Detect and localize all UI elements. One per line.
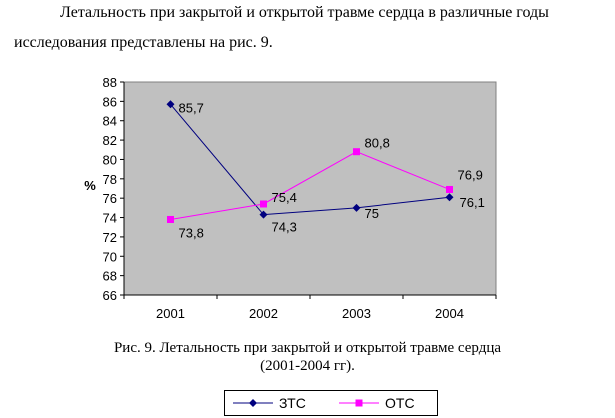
data-label: 75 <box>365 206 379 221</box>
x-tick-label: 2002 <box>249 306 278 321</box>
caption-line-1: Рис. 9. Летальность при закрытой и откры… <box>113 340 502 356</box>
data-point <box>260 200 267 208</box>
y-axis-label: % <box>84 178 96 193</box>
data-label: 74,3 <box>272 220 297 235</box>
x-tick-label: 2004 <box>435 306 464 321</box>
data-label: 80,8 <box>365 136 390 151</box>
legend-marker <box>355 399 363 407</box>
y-tick-label: 88 <box>103 75 117 90</box>
paragraph-line-1: Летальность при закрытой и открытой трав… <box>60 4 549 21</box>
data-label: 73,8 <box>179 225 204 240</box>
data-point <box>167 215 174 223</box>
data-point <box>446 185 453 193</box>
data-point <box>445 193 454 202</box>
x-tick-label: 2001 <box>156 306 185 321</box>
y-tick-label: 82 <box>103 133 117 148</box>
plot-area <box>123 81 497 296</box>
legend-label: ОТС <box>385 395 415 411</box>
series-line <box>170 103 450 216</box>
y-axis-ticks: 66 68 70 72 74 76 78 80 82 84 86 88 <box>103 75 124 303</box>
data-label: 85,7 <box>179 100 204 115</box>
data-point <box>259 210 268 219</box>
legend-item-2: ОТС <box>339 395 415 411</box>
series-group: 85,7 74,3 75 76,1 73,8 75,4 80,8 76,9 <box>166 100 485 240</box>
y-tick-label: 78 <box>103 172 117 187</box>
legend-graphics: ЗТС ОТС <box>233 395 415 411</box>
data-point <box>352 203 361 212</box>
chart-legend: ЗТС ОТС <box>224 390 438 416</box>
y-tick-label: 72 <box>103 230 117 245</box>
legend-marker <box>249 399 257 407</box>
y-tick-label: 68 <box>103 269 117 284</box>
data-point <box>166 100 175 109</box>
legend-item-1: ЗТС <box>233 395 306 411</box>
data-label: 76,1 <box>460 195 485 210</box>
data-label: 75,4 <box>272 190 297 205</box>
paragraph-line-2: исследования представлены на рис. 9. <box>14 34 273 51</box>
x-axis-ticks: 2001 2002 2003 2004 <box>123 295 497 321</box>
y-tick-label: 86 <box>103 94 117 109</box>
series-line <box>170 151 450 220</box>
y-tick-label: 76 <box>103 191 117 206</box>
caption-line-2: (2001-2004 гг). <box>260 358 355 374</box>
y-tick-label: 80 <box>103 152 117 167</box>
series-1: 85,7 74,3 75 76,1 <box>166 100 485 235</box>
series-2: 73,8 75,4 80,8 76,9 <box>167 136 483 240</box>
y-tick-label: 66 <box>103 288 117 303</box>
x-tick-label: 2003 <box>342 306 371 321</box>
data-label: 76,9 <box>458 167 483 182</box>
y-tick-label: 74 <box>103 211 117 226</box>
data-point <box>353 148 360 156</box>
legend-label: ЗТС <box>279 395 306 411</box>
y-tick-label: 84 <box>103 114 117 129</box>
y-tick-label: 70 <box>103 249 117 264</box>
